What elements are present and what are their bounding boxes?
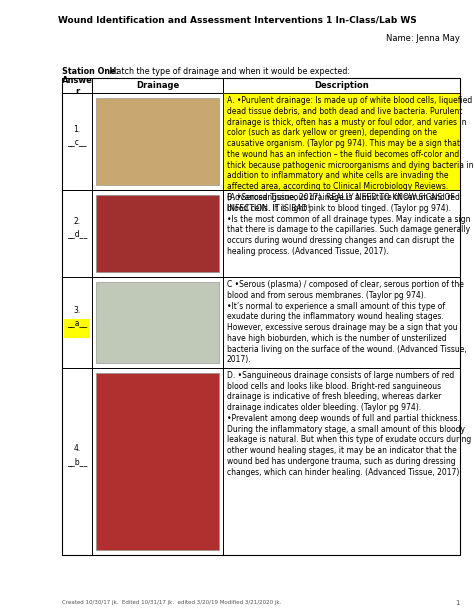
Bar [92,93,223,190]
Bar [62,277,92,368]
Bar [92,368,223,555]
Bar [62,93,92,190]
Bar [92,78,223,93]
Bar [62,190,92,277]
Text: 1: 1 [456,600,460,606]
Text: Name: Jenna May: Name: Jenna May [386,34,460,43]
Text: Created 10/30/17 jk.  Edited 10/31/17 jk.  edited 3/20/19 Modified 3/21/2020 jk.: Created 10/30/17 jk. Edited 10/31/17 jk.… [62,600,281,604]
Bar [96,282,219,363]
Bar [62,368,92,555]
Text: C •Serous (plasma) / composed of clear, serous portion of the blood and from ser: C •Serous (plasma) / composed of clear, … [227,280,466,364]
Text: 3.
__a__: 3. __a__ [67,305,87,327]
Bar [96,195,219,272]
Bar [223,190,460,277]
Text: Drainage: Drainage [136,82,179,90]
Text: B. •Serosanguineous drainage is a mixture of serum and red blood cells. It is li: B. •Serosanguineous drainage is a mixtur… [227,193,470,256]
Bar [223,368,460,555]
Bar [96,373,219,550]
Text: Wound Identification and Assessment Interventions 1 In-Class/Lab WS: Wound Identification and Assessment Inte… [58,15,416,25]
Bar [223,93,460,190]
Bar [62,78,460,555]
Text: 1.
__c__: 1. __c__ [67,124,87,147]
Bar [62,78,92,93]
Text: D. •Sanguineous drainage consists of large numbers of red blood cells and looks : D. •Sanguineous drainage consists of lar… [227,371,471,477]
Text: 4.
__b__: 4. __b__ [67,444,87,466]
Text: Station One:: Station One: [62,67,118,77]
Bar [223,93,460,190]
Text: Answe
r: Answe r [62,76,92,96]
Bar [92,190,223,277]
Text: A. •Purulent drainage: Is made up of white blood cells, liquefied dead tissue de: A. •Purulent drainage: Is made up of whi… [227,96,473,213]
Text: Match the type of drainage and when it would be expected:: Match the type of drainage and when it w… [107,67,350,77]
Bar [92,277,223,368]
Bar [64,319,90,338]
Bar [96,98,219,185]
Bar [223,93,460,190]
Text: 2.
__d__: 2. __d__ [67,216,87,238]
Bar [223,78,460,93]
Text: Description: Description [314,82,369,90]
Bar [223,277,460,368]
